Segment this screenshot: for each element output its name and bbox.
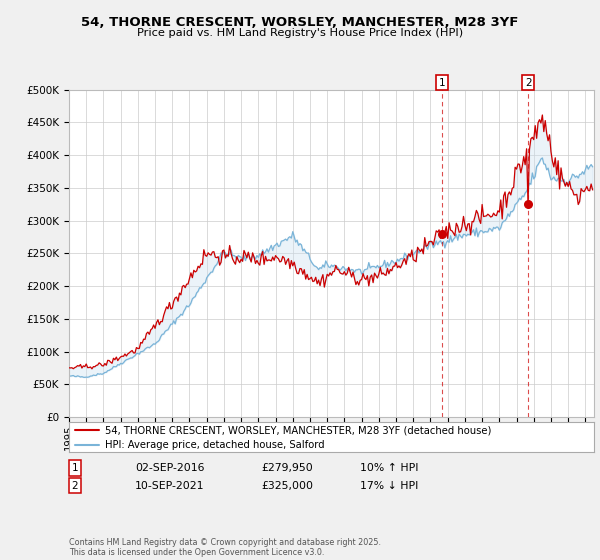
- Text: 1: 1: [71, 463, 79, 473]
- Text: 2: 2: [71, 480, 79, 491]
- Text: 54, THORNE CRESCENT, WORSLEY, MANCHESTER, M28 3YF: 54, THORNE CRESCENT, WORSLEY, MANCHESTER…: [82, 16, 518, 29]
- Text: Price paid vs. HM Land Registry's House Price Index (HPI): Price paid vs. HM Land Registry's House …: [137, 28, 463, 38]
- Text: 10-SEP-2021: 10-SEP-2021: [135, 480, 205, 491]
- Text: Contains HM Land Registry data © Crown copyright and database right 2025.
This d: Contains HM Land Registry data © Crown c…: [69, 538, 381, 557]
- Point: [523, 200, 533, 209]
- Text: HPI: Average price, detached house, Salford: HPI: Average price, detached house, Salf…: [105, 440, 325, 450]
- Text: 2: 2: [525, 78, 532, 87]
- Point: [437, 229, 447, 238]
- Text: £279,950: £279,950: [261, 463, 313, 473]
- Text: 17% ↓ HPI: 17% ↓ HPI: [360, 480, 418, 491]
- Text: 02-SEP-2016: 02-SEP-2016: [135, 463, 205, 473]
- Text: 10% ↑ HPI: 10% ↑ HPI: [360, 463, 419, 473]
- Text: 1: 1: [439, 78, 445, 87]
- Text: £325,000: £325,000: [261, 480, 313, 491]
- Text: 54, THORNE CRESCENT, WORSLEY, MANCHESTER, M28 3YF (detached house): 54, THORNE CRESCENT, WORSLEY, MANCHESTER…: [105, 425, 491, 435]
